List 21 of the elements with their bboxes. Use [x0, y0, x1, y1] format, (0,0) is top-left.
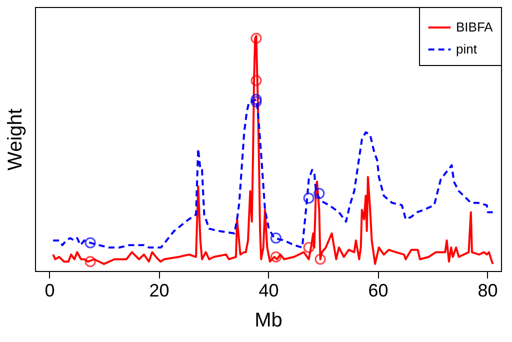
x-tick-label: 40 [258, 280, 279, 300]
legend-label: BIBFA [456, 20, 494, 34]
point [303, 192, 314, 204]
point [84, 237, 96, 248]
legend-label: pint [456, 42, 478, 56]
point [314, 188, 325, 199]
point [250, 94, 262, 105]
x-tick-label: 0 [44, 280, 55, 300]
point [250, 75, 262, 86]
x-axis-title: Mb [254, 310, 282, 332]
x-tick-label: 20 [149, 280, 170, 300]
point [250, 96, 262, 108]
point [303, 242, 314, 254]
point [270, 232, 282, 244]
y-axis-title: Weight [4, 108, 26, 170]
point [314, 254, 326, 265]
x-tick-label: 80 [478, 280, 498, 300]
point [250, 32, 262, 44]
x-tick-label: 60 [368, 280, 388, 300]
point [270, 251, 282, 262]
point [84, 256, 96, 268]
